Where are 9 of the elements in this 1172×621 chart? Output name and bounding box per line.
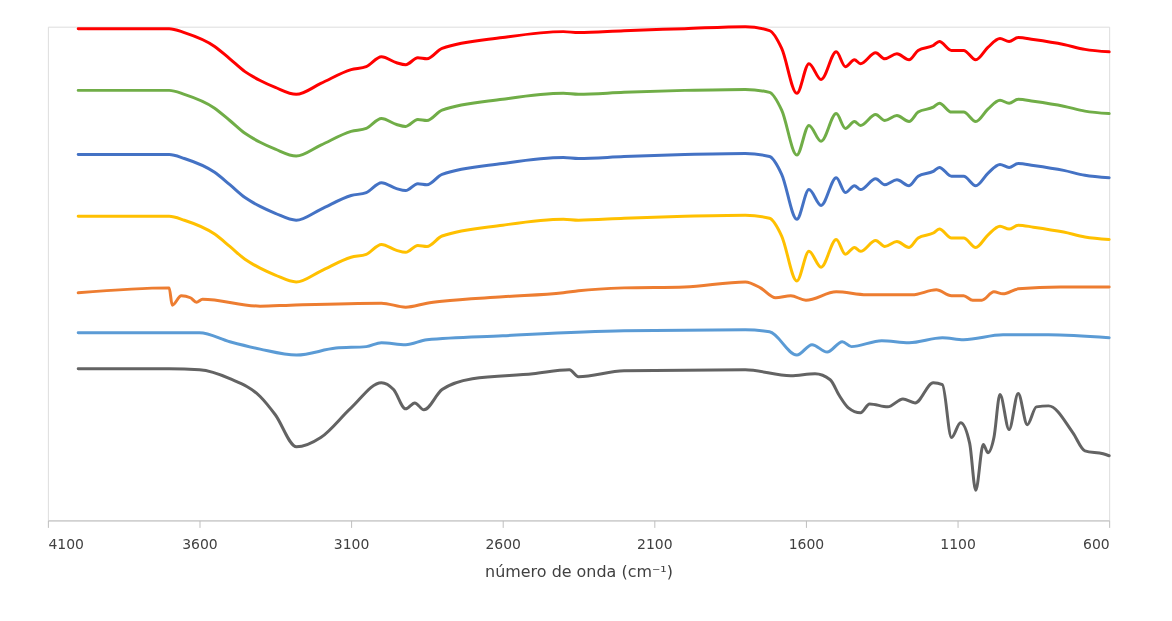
x-tick-label: 2600: [485, 535, 521, 552]
x-tick-label: 1600: [788, 535, 825, 552]
x-tick-label: 3100: [333, 535, 370, 552]
x-tick-label: 600: [1083, 535, 1110, 552]
x-tick-label: 3600: [182, 535, 218, 552]
x-axis-title: número de onda (cm⁻¹): [485, 561, 673, 581]
x-tick-label: 1100: [940, 535, 976, 552]
x-tick-label: 4100: [48, 535, 84, 552]
x-tick-label: 2100: [637, 535, 673, 552]
